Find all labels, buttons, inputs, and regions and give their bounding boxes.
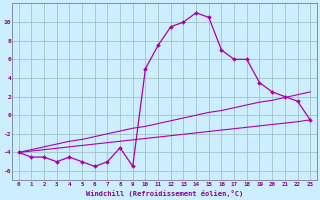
X-axis label: Windchill (Refroidissement éolien,°C): Windchill (Refroidissement éolien,°C)	[86, 190, 243, 197]
